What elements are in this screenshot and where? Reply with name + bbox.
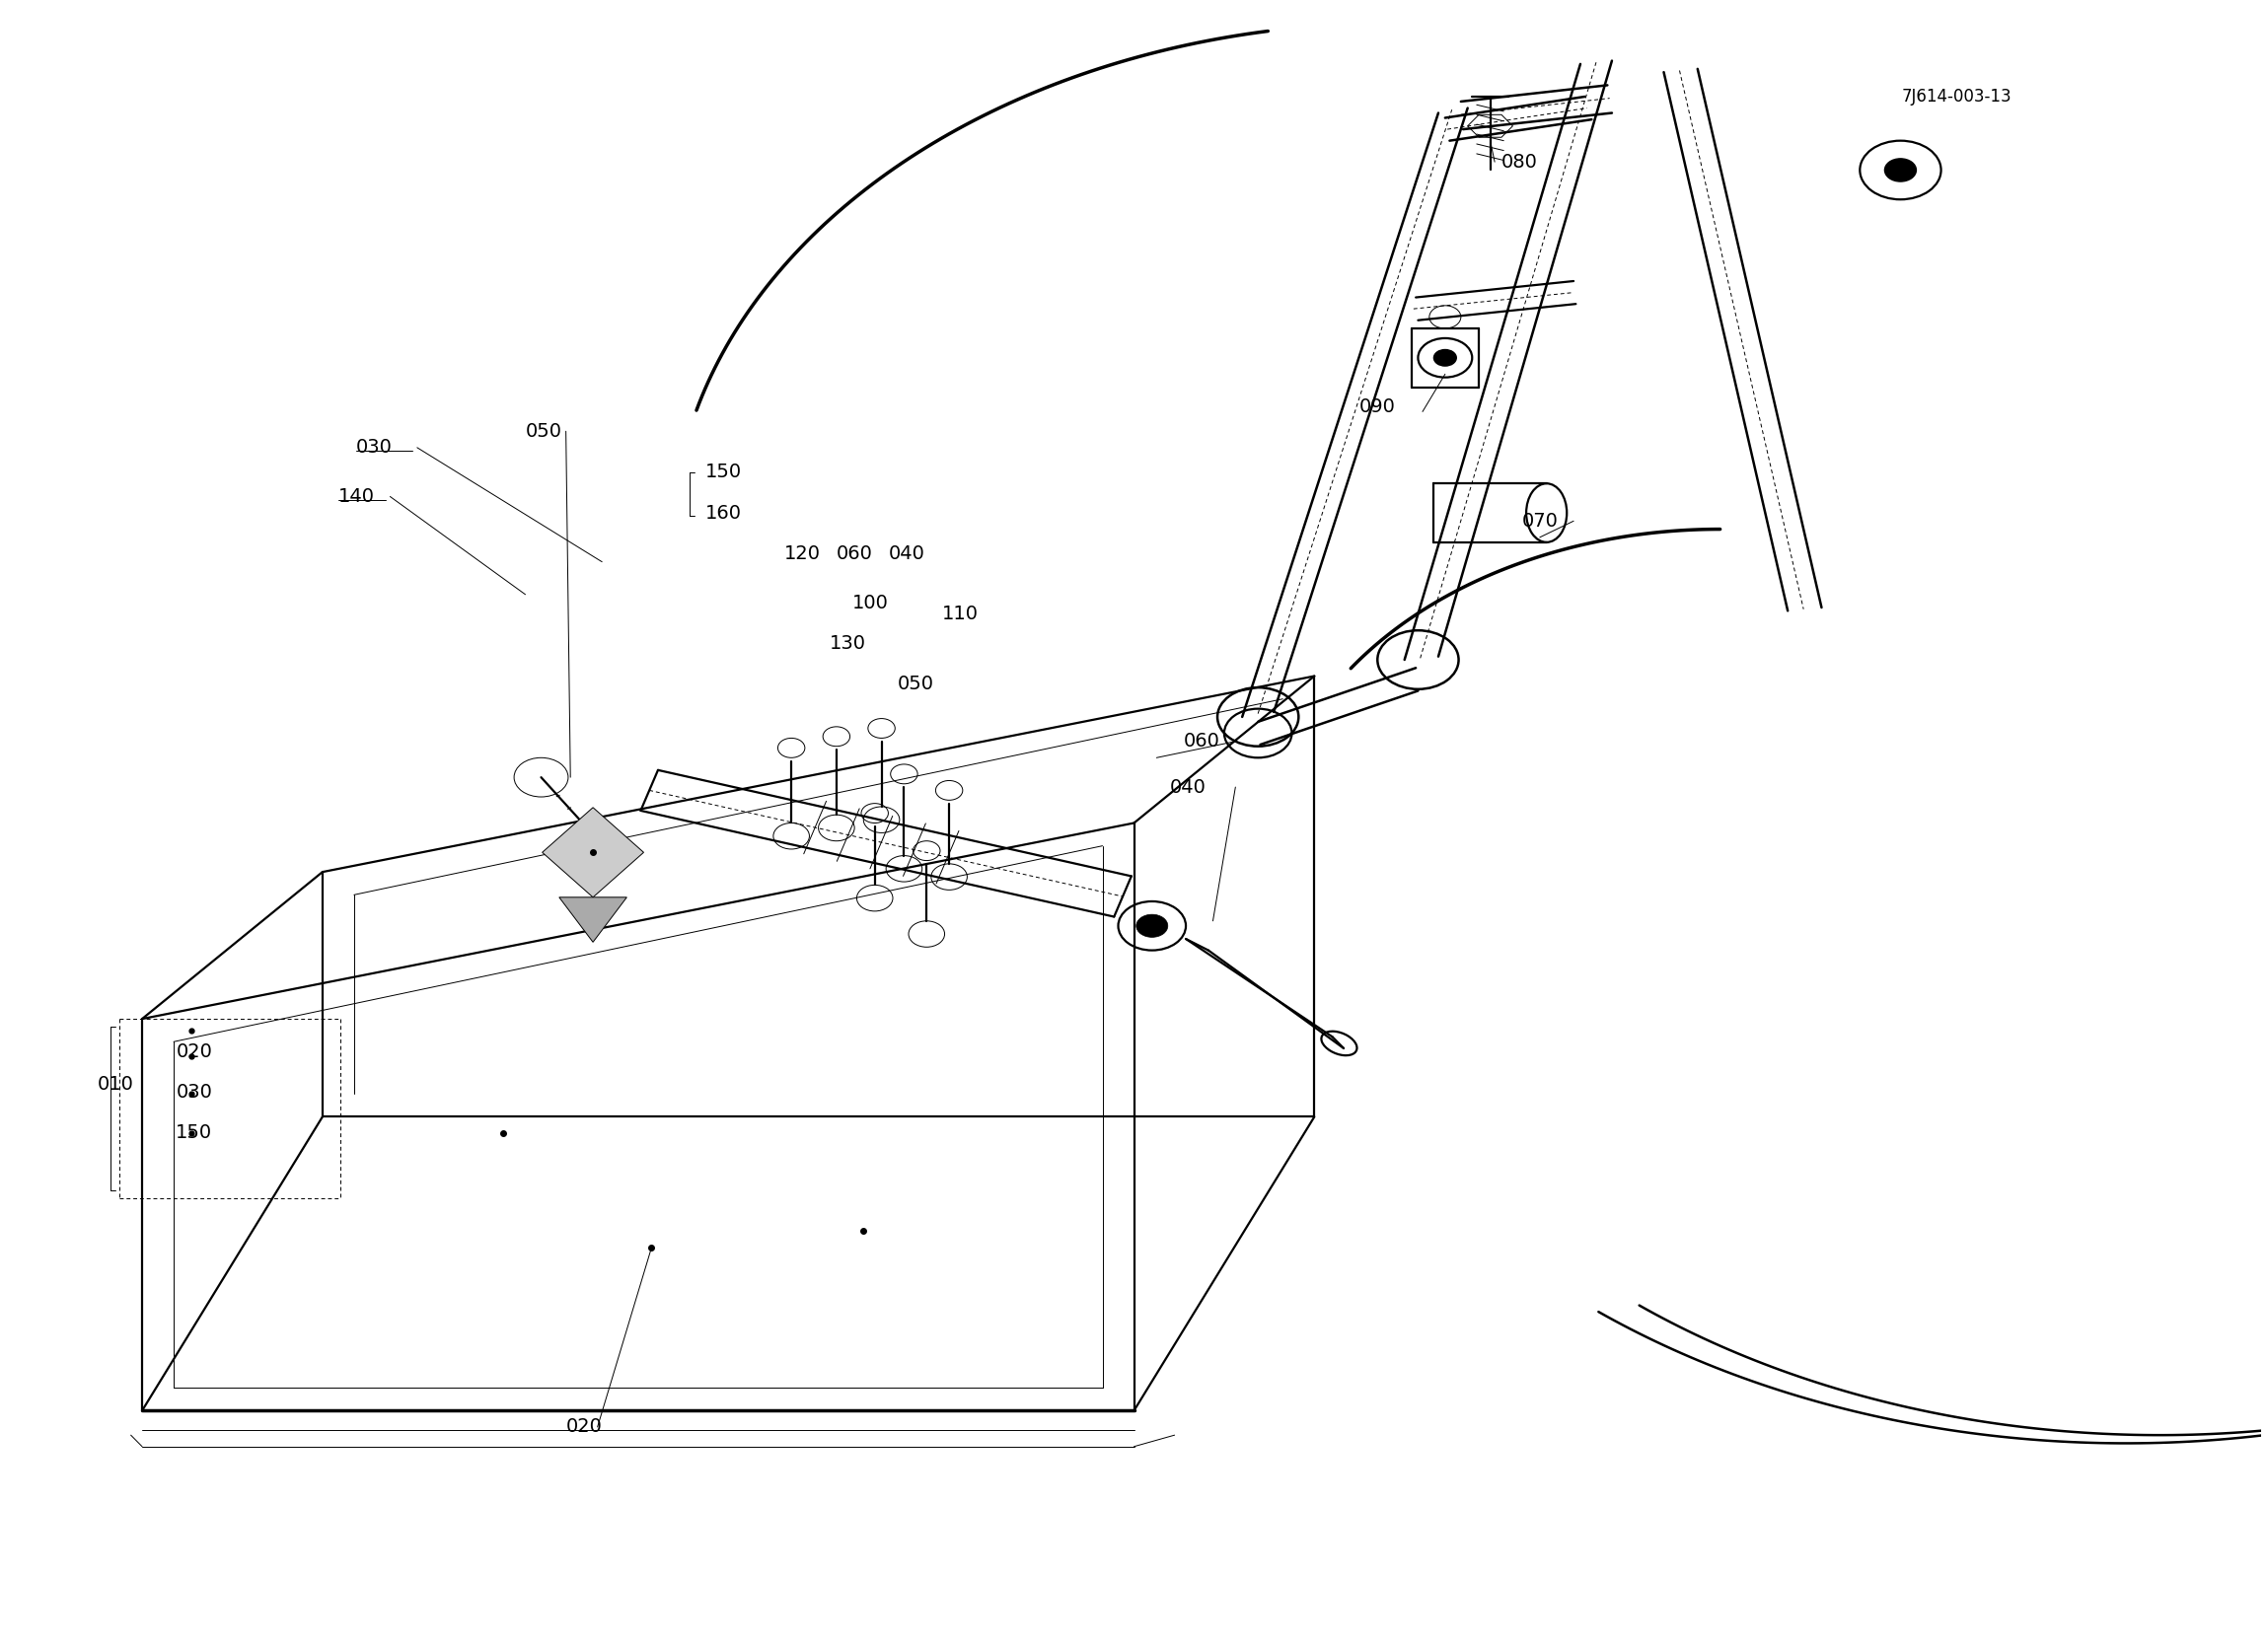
Text: 050: 050 xyxy=(526,421,562,441)
Polygon shape xyxy=(560,897,626,942)
Text: 040: 040 xyxy=(1170,777,1207,797)
Text: 7J614-003-13: 7J614-003-13 xyxy=(1903,87,2012,105)
Text: 050: 050 xyxy=(898,675,934,693)
Polygon shape xyxy=(542,808,644,897)
Text: 040: 040 xyxy=(889,545,925,563)
Text: 100: 100 xyxy=(853,593,889,612)
Circle shape xyxy=(1885,158,1916,181)
Text: 030: 030 xyxy=(177,1083,213,1101)
Text: 110: 110 xyxy=(943,604,980,624)
Text: 020: 020 xyxy=(177,1042,213,1062)
Text: 150: 150 xyxy=(177,1124,213,1142)
Text: 150: 150 xyxy=(705,463,742,481)
Text: 030: 030 xyxy=(356,438,392,458)
Text: 130: 130 xyxy=(830,634,866,653)
Text: 090: 090 xyxy=(1359,397,1395,416)
Text: 080: 080 xyxy=(1501,153,1538,171)
Text: 160: 160 xyxy=(705,504,742,522)
Text: 140: 140 xyxy=(338,487,374,505)
Circle shape xyxy=(1136,915,1168,937)
Text: 060: 060 xyxy=(837,545,873,563)
Text: 070: 070 xyxy=(1522,512,1558,530)
Circle shape xyxy=(1433,349,1456,365)
Text: 010: 010 xyxy=(98,1075,134,1093)
Text: 020: 020 xyxy=(567,1417,603,1437)
Text: 120: 120 xyxy=(785,545,821,563)
Text: 060: 060 xyxy=(1184,732,1220,751)
